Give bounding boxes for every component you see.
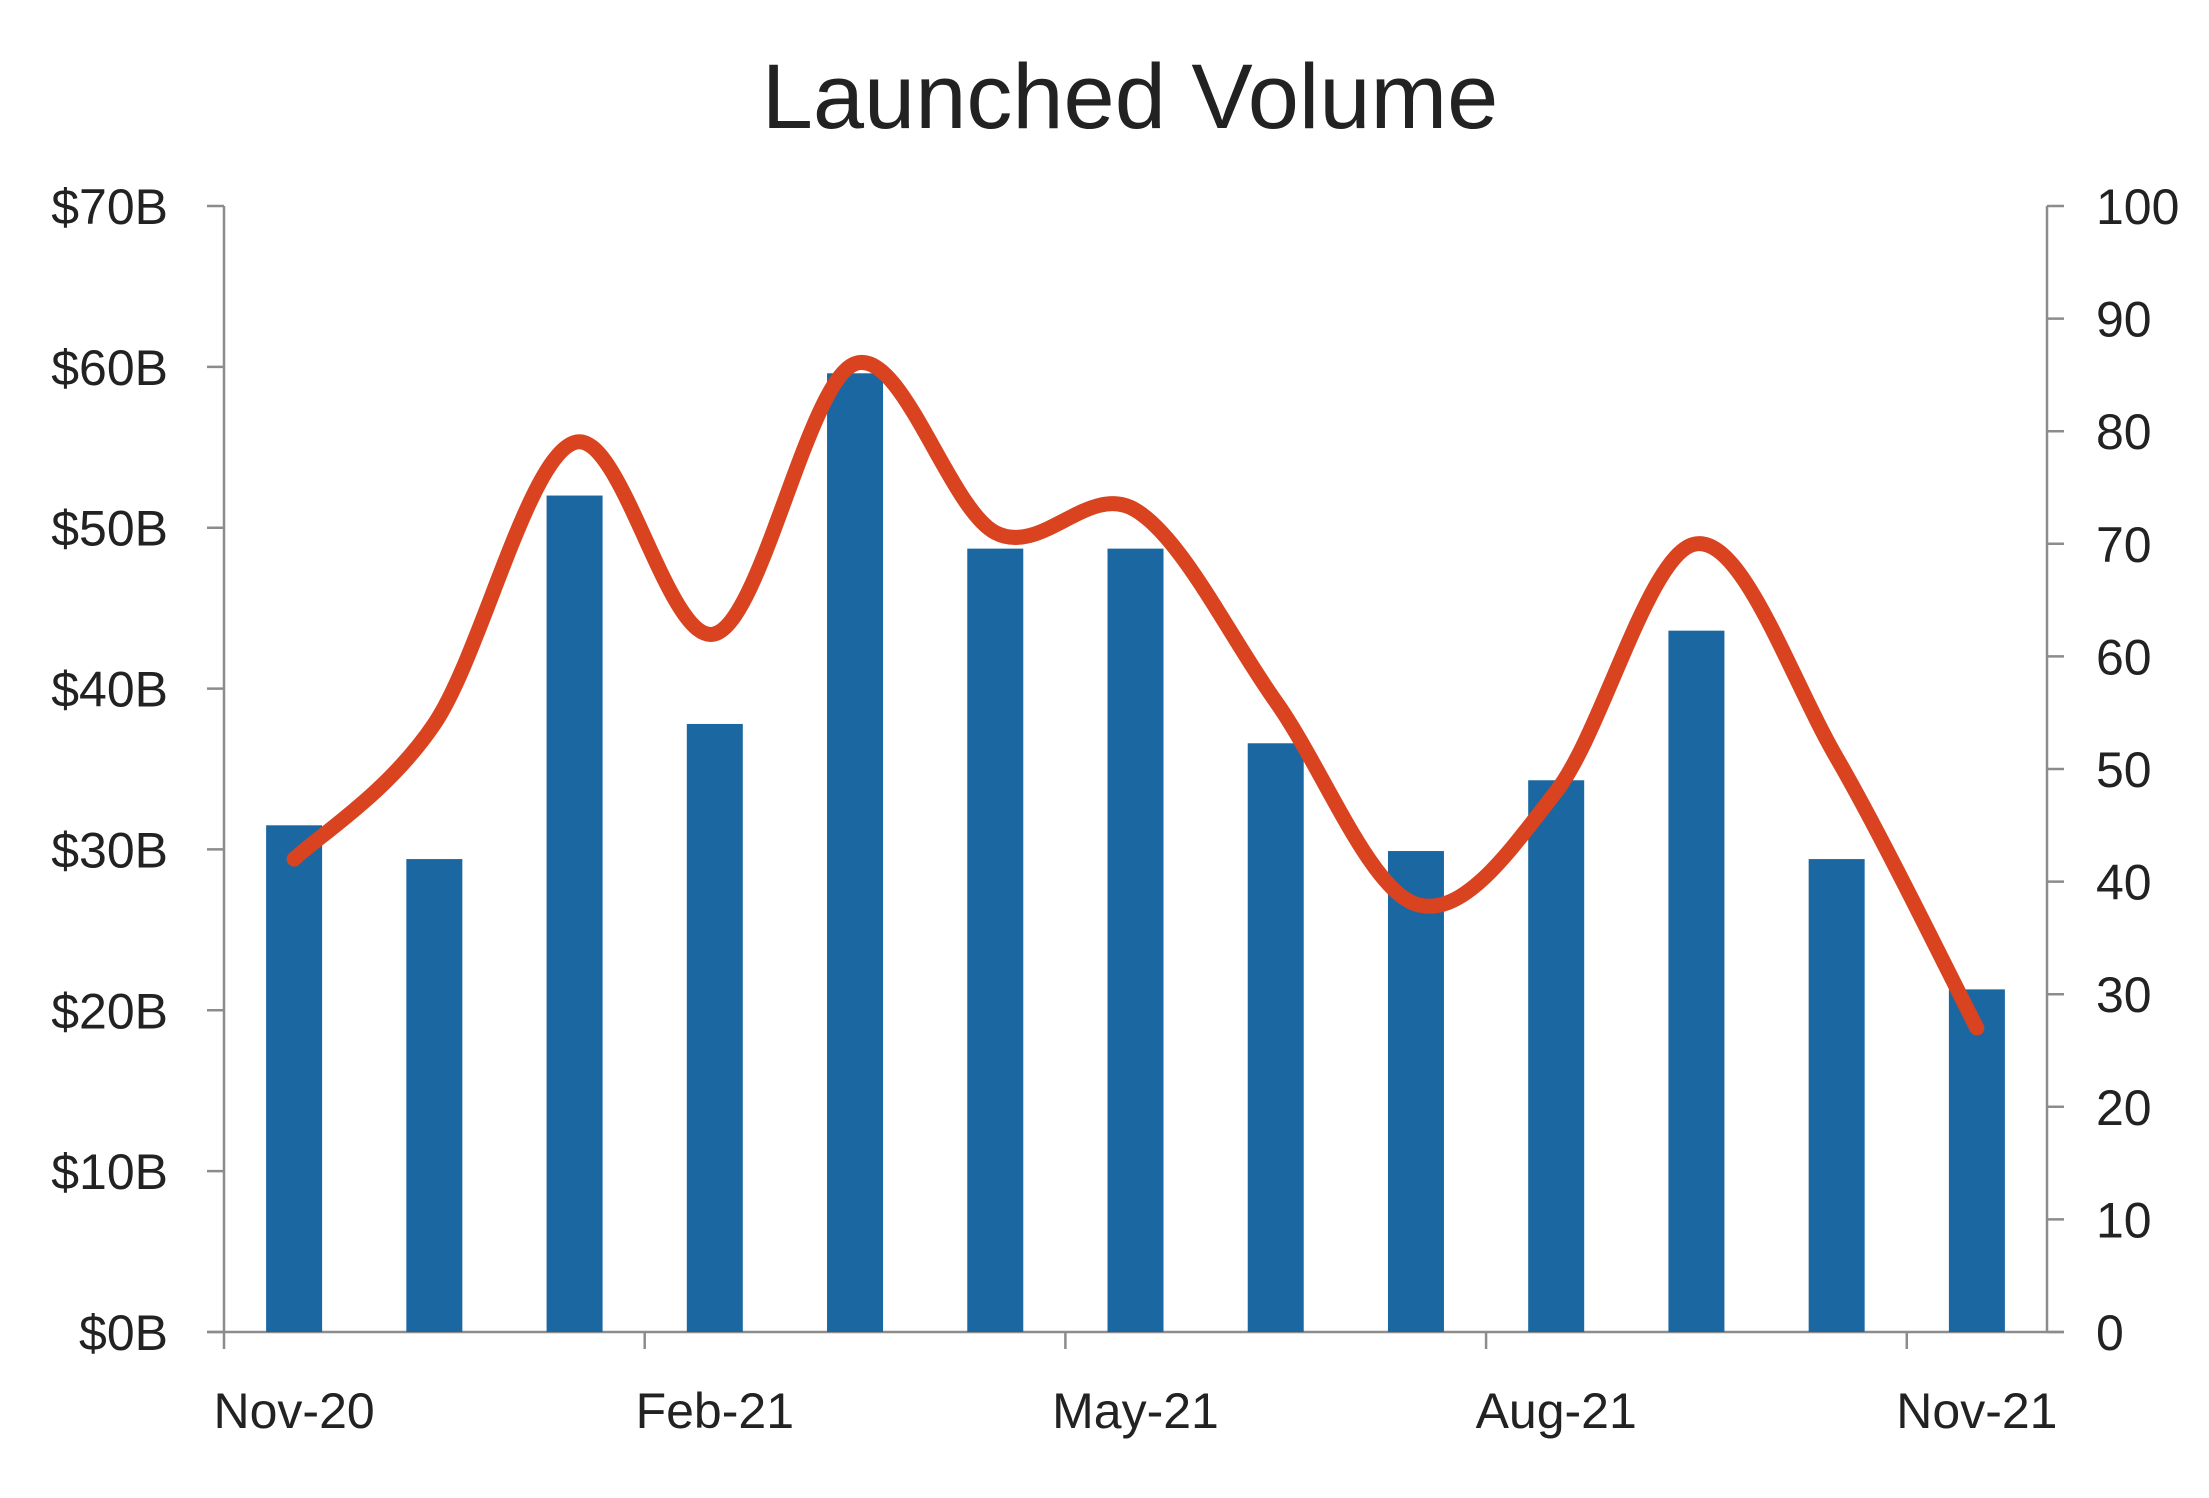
- y-right-tick-label: 20: [2096, 1080, 2152, 1136]
- chart-title: Launched Volume: [762, 46, 1499, 148]
- bar: [1107, 548, 1164, 1332]
- y-left-tick-label: $20B: [51, 983, 168, 1039]
- bar: [967, 548, 1024, 1332]
- bar: [546, 495, 603, 1332]
- bar: [1247, 743, 1304, 1332]
- y-right-tick-label: 30: [2096, 967, 2152, 1023]
- bar: [266, 825, 323, 1332]
- y-left-tick-label: $50B: [51, 501, 168, 557]
- y-left-tick-label: $0B: [79, 1305, 168, 1361]
- line-path: [286, 355, 1985, 1036]
- x-tick-label: Nov-20: [214, 1383, 375, 1439]
- x-tick-label: May-21: [1052, 1383, 1219, 1439]
- bar: [827, 373, 884, 1332]
- line-series: [286, 355, 1985, 1036]
- bar: [686, 723, 743, 1332]
- y-left-tick-label: $40B: [51, 662, 168, 718]
- y-right-tick-label: 90: [2096, 292, 2152, 348]
- y-right-tick-label: 60: [2096, 629, 2152, 685]
- y-right-tick-label: 40: [2096, 855, 2152, 911]
- y-left-tick-label: $10B: [51, 1144, 168, 1200]
- x-tick-label: Nov-21: [1896, 1383, 2057, 1439]
- y-right-tick-label: 70: [2096, 517, 2152, 573]
- y-left-tick-label: $30B: [51, 822, 168, 878]
- bar: [1948, 989, 2005, 1332]
- bar: [406, 859, 463, 1332]
- x-tick-label: Feb-21: [636, 1383, 794, 1439]
- y-left-tick-label: $60B: [51, 340, 168, 396]
- tick-labels: $0B $10B $20B $30B $40B $50B $60B $70B 0 10 20 30 40…: [51, 179, 2179, 1439]
- bar: [1528, 780, 1585, 1332]
- y-right-tick-label: 10: [2096, 1192, 2152, 1248]
- y-right-tick-label: 100: [2096, 179, 2179, 235]
- bar-series: [266, 373, 2005, 1332]
- y-left-tick-label: $70B: [51, 179, 168, 235]
- y-right-tick-label: 80: [2096, 404, 2152, 460]
- bar: [1387, 851, 1444, 1332]
- bar: [1808, 859, 1865, 1332]
- x-tick-label: Aug-21: [1476, 1383, 1637, 1439]
- y-right-tick-label: 50: [2096, 742, 2152, 798]
- y-right-tick-label: 0: [2096, 1305, 2124, 1361]
- bar: [1668, 630, 1725, 1332]
